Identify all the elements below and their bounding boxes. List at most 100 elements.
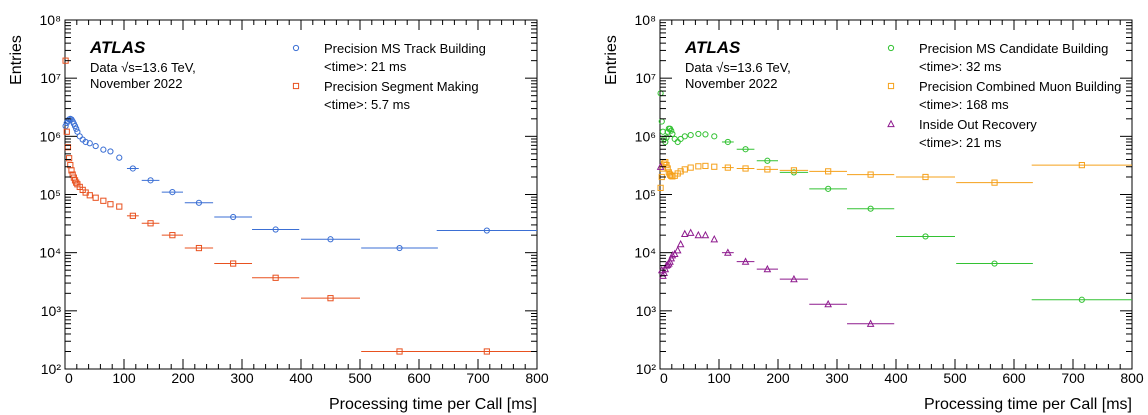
legend-marker — [292, 44, 300, 52]
data-point — [687, 164, 694, 171]
x-tick-label: 300 — [230, 370, 254, 386]
data-point — [742, 165, 749, 172]
data-point — [663, 134, 670, 141]
y-tick-label: 10⁷ — [635, 70, 656, 86]
x-tick-label: 100 — [707, 370, 731, 386]
y-tick-label: 10³ — [636, 303, 657, 319]
data-point — [1078, 296, 1085, 303]
data-point — [76, 133, 83, 140]
legend-label: Inside Out Recovery — [919, 117, 1037, 132]
x-axis-title: Processing time per Call [ms] — [329, 396, 537, 413]
legend-stat: <time>: 32 ms — [919, 59, 1002, 74]
data-point — [677, 168, 684, 175]
data-point — [702, 162, 709, 170]
data-point — [483, 348, 490, 355]
legend-stat: <time>: 5.7 ms — [324, 97, 410, 112]
data-point — [710, 234, 719, 243]
legend-label: Precision Segment Making — [324, 79, 479, 94]
x-tick-label: 700 — [1061, 370, 1085, 386]
period-label: November 2022 — [90, 76, 183, 91]
data-point — [824, 299, 832, 308]
data-point — [867, 205, 874, 212]
data-point — [674, 138, 681, 146]
legend-label: Precision MS Track Building — [324, 41, 486, 56]
x-tick-label: 0 — [65, 370, 73, 386]
data-point — [86, 140, 93, 147]
data-point — [763, 264, 772, 273]
y-tick-label: 10³ — [41, 303, 62, 319]
data-point — [701, 230, 710, 239]
data-point — [116, 203, 123, 210]
data-point — [169, 232, 176, 239]
x-axis-title: Processing time per Call [ms] — [924, 396, 1132, 413]
data-point — [711, 133, 718, 140]
y-tick-label: 10² — [41, 361, 62, 377]
data-point — [396, 348, 403, 355]
data-point — [790, 274, 798, 283]
axes-layer: 0 100 200 300 400 500 600 700 800 10² 10³ 10⁴ 10⁵ 10⁶… — [634, 12, 1143, 386]
data-point — [327, 295, 334, 302]
data-point — [742, 146, 749, 153]
data-point — [327, 236, 334, 243]
period-label: November 2022 — [685, 76, 778, 91]
panel-right: 0 100 200 300 400 500 600 700 800 10² 10³ 10⁴ 10⁵ 10⁶… — [603, 12, 1144, 413]
data-point — [669, 130, 676, 138]
data-point — [66, 155, 73, 162]
data-point — [825, 185, 832, 192]
data-point — [695, 163, 702, 170]
data-point — [663, 162, 670, 169]
x-tick-label: 700 — [466, 370, 490, 386]
data-label: Data √s=13.6 TeV, — [90, 60, 196, 75]
data-point — [107, 148, 114, 155]
experiment-label: ATLAS — [684, 38, 741, 57]
x-tick-label: 0 — [660, 370, 668, 386]
data-point — [680, 229, 689, 238]
data-point — [702, 131, 709, 138]
axes-layer: 0 100 200 300 400 500 600 700 800 10² 10³ 10⁴ 10⁵ 10⁶… — [39, 12, 548, 386]
legend: Precision MS Track Building <time>: 21 ms… — [292, 41, 486, 112]
x-tick-label: 800 — [1120, 370, 1144, 386]
data-point — [664, 165, 671, 172]
x-tick-label: 200 — [171, 370, 195, 386]
y-tick-label: 10⁷ — [40, 70, 61, 86]
experiment-label: ATLAS — [89, 38, 146, 57]
data-point — [107, 201, 114, 208]
data-point — [62, 122, 69, 130]
panel-left: 0 100 200 300 400 500 600 700 800 10² 10³ 10⁴ 10⁵ 10⁶… — [8, 12, 549, 413]
legend-marker — [292, 82, 300, 90]
data-point — [724, 164, 731, 171]
data-point — [396, 244, 403, 252]
data-point — [711, 163, 718, 170]
y-tick-label: 10² — [636, 361, 657, 377]
legend-stat: <time>: 168 ms — [919, 97, 1009, 112]
data-point — [922, 173, 929, 181]
y-axis-title: Entries — [8, 35, 25, 85]
data-point — [657, 184, 664, 191]
data-point — [82, 138, 89, 146]
x-tick-label: 200 — [766, 370, 790, 386]
legend-marker — [887, 119, 895, 128]
data-point — [673, 245, 682, 254]
data-label: Data √s=13.6 TeV, — [685, 60, 791, 75]
data-point — [724, 138, 731, 146]
data-point — [63, 128, 70, 135]
data-point — [195, 244, 203, 252]
data-point — [668, 172, 675, 179]
data-point — [866, 319, 875, 327]
legend-marker — [887, 82, 895, 90]
data-point — [92, 142, 99, 150]
data-point — [73, 125, 80, 132]
legend-stat: <time>: 21 ms — [324, 59, 407, 74]
data-point — [681, 166, 688, 173]
y-tick-label: 10⁶ — [635, 128, 656, 144]
data-point — [272, 226, 279, 233]
x-tick-label: 400 — [884, 370, 908, 386]
x-tick-label: 600 — [407, 370, 431, 386]
data-point — [661, 264, 670, 273]
legend-stat: <time>: 21 ms — [919, 135, 1002, 150]
data-point — [230, 260, 237, 267]
x-tick-label: 500 — [943, 370, 967, 386]
y-tick-label: 10⁵ — [40, 187, 61, 203]
y-tick-label: 10⁶ — [40, 128, 61, 144]
